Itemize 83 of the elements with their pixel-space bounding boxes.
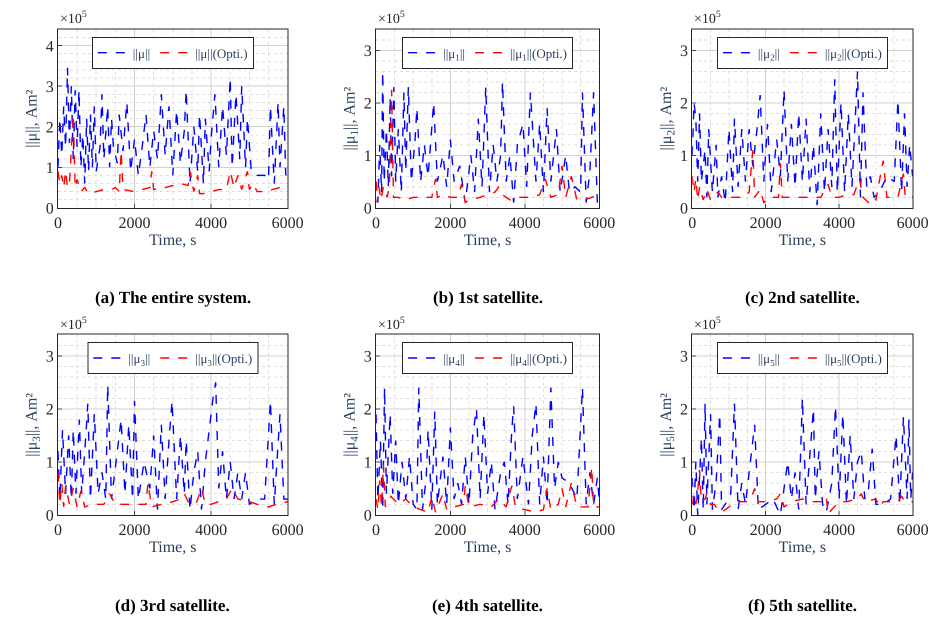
- y-tick-label: 0: [680, 200, 688, 218]
- y-tick-label: 2: [364, 402, 372, 419]
- y-tick-label: 1: [46, 160, 54, 177]
- legend-label: ||μ$_{3}$||(Opti.): [195, 351, 252, 368]
- line-series: [692, 70, 913, 206]
- y-tick-label: 3: [680, 348, 688, 366]
- text: ×10$^{5}$: [378, 315, 405, 333]
- legend-label: ||μ$_{5}$||(Opti.): [824, 351, 882, 368]
- legend-label: ||μ||: [132, 46, 150, 61]
- text: (b) 1st satellite.: [433, 288, 544, 307]
- x-tick-label: 2000: [434, 215, 466, 232]
- legend-label: ||μ$_{1}$||: [443, 46, 466, 63]
- x-tick-label: 6000: [896, 215, 929, 232]
- x-tick-label: 6000: [583, 522, 616, 540]
- x-axis-title: Time, s: [464, 232, 512, 250]
- y-tick-label: 3: [46, 348, 54, 366]
- y-tick-label: 1: [364, 148, 372, 165]
- y-tick-label: 3: [46, 78, 54, 96]
- line-series: [376, 387, 600, 510]
- line-series: [58, 382, 288, 510]
- legend-label: ||μ$_{5}$||: [758, 351, 780, 368]
- line-series: [692, 398, 913, 515]
- x-axis-title: Time, s: [149, 539, 197, 556]
- text: (c) 2nd satellite.: [745, 288, 860, 307]
- text: ×10$^{5}$: [60, 9, 87, 27]
- text: ×10$^{5}$: [694, 315, 721, 333]
- x-tick-label: 4000: [508, 522, 541, 540]
- x-tick-label: 4000: [508, 215, 541, 232]
- line-series: [58, 67, 288, 184]
- y-tick-label: 2: [680, 402, 688, 419]
- y-axis-title: ||μ||, Am²: [24, 89, 41, 148]
- line-series: [58, 472, 288, 508]
- text: (d) 3rd satellite.: [115, 596, 230, 615]
- legend-label: ||μ$_{2}$||(Opti.): [824, 46, 882, 63]
- text: ×10$^{5}$: [378, 9, 405, 27]
- y-tick-label: 0: [364, 508, 372, 525]
- y-tick-label: 1: [680, 148, 688, 165]
- x-axis-title: Time, s: [464, 539, 512, 556]
- x-tick-label: 2000: [434, 522, 466, 540]
- text: (a) The entire system.: [95, 288, 252, 307]
- y-tick-label: 3: [680, 43, 688, 60]
- legend-label: ||μ$_{4}$||(Opti.): [510, 351, 568, 368]
- legend-label: ||μ$_{4}$||: [443, 351, 466, 368]
- y-tick-label: 2: [46, 119, 54, 136]
- y-tick-label: 0: [364, 200, 372, 218]
- line-series: [692, 469, 913, 515]
- x-tick-label: 4000: [823, 215, 856, 232]
- line-series: [692, 149, 913, 204]
- text: ×10$^{5}$: [694, 9, 721, 27]
- x-axis-title: Time, s: [149, 232, 197, 250]
- y-tick-label: 2: [680, 95, 688, 112]
- text: (f) 5th satellite.: [748, 596, 858, 615]
- legend-label: ||μ||(Opti.): [195, 46, 248, 61]
- y-tick-label: 1: [46, 454, 54, 472]
- line-series: [376, 464, 600, 513]
- x-tick-label: 6000: [583, 215, 616, 232]
- y-tick-label: 1: [680, 454, 688, 472]
- x-tick-label: 2000: [118, 215, 151, 232]
- x-tick-label: 6000: [896, 522, 929, 540]
- y-tick-label: 3: [364, 348, 372, 366]
- text: ×10$^{5}$: [60, 315, 87, 333]
- y-tick-label: 0: [46, 508, 54, 525]
- x-tick-label: 2000: [750, 522, 782, 540]
- y-tick-label: 1: [364, 454, 372, 472]
- y-tick-label: 2: [364, 95, 372, 112]
- y-tick-label: 0: [46, 200, 54, 218]
- x-tick-label: 4000: [195, 522, 228, 540]
- legend-label: ||μ$_{1}$||(Opti.): [510, 46, 568, 63]
- x-tick-label: 6000: [272, 522, 304, 540]
- x-axis-title: Time, s: [778, 539, 826, 556]
- y-tick-label: 4: [46, 38, 54, 56]
- y-tick-label: 2: [46, 402, 54, 419]
- y-tick-label: 3: [364, 43, 372, 60]
- x-tick-label: 2000: [118, 522, 151, 540]
- x-tick-label: 2000: [750, 215, 782, 232]
- x-tick-label: 6000: [272, 215, 304, 232]
- x-tick-label: 4000: [195, 215, 228, 232]
- text: (e) 4th satellite.: [432, 596, 543, 615]
- x-tick-label: 4000: [823, 522, 856, 540]
- y-tick-label: 0: [680, 508, 688, 525]
- legend-label: ||μ$_{3}$||: [128, 351, 150, 368]
- x-axis-title: Time, s: [778, 232, 826, 250]
- legend-label: ||μ$_{2}$||: [758, 46, 780, 63]
